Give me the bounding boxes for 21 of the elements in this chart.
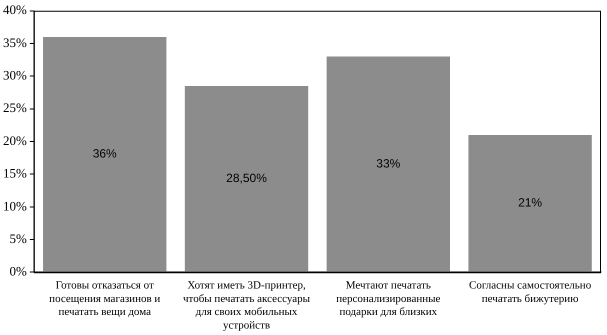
y-tick-label: 15%	[2, 166, 27, 181]
bar	[468, 134, 592, 272]
y-tick-label: 10%	[2, 198, 27, 214]
x-tick-label: Готовы отказаться от посещения магазинов и печатать вещи дома	[49, 280, 160, 318]
y-tick-label: 40%	[2, 2, 27, 18]
y-tick-label: 35%	[2, 34, 27, 50]
y-tick-label: 30%	[2, 68, 27, 83]
bar	[184, 86, 308, 272]
x-tick-label: Хотят иметь 3D-принтер, чтобы печатать аксессуары для своих мобильных устройств	[182, 280, 311, 332]
y-tick-label: 25%	[2, 100, 27, 116]
x-tick-label: Согласны самостоятельно печатать бижутерию	[469, 280, 592, 305]
y-tick-label: 0%	[9, 264, 27, 279]
data-label: 28,50%	[226, 171, 268, 186]
data-label: 21%	[518, 196, 542, 210]
bar	[43, 36, 166, 272]
bar	[326, 56, 450, 272]
y-tick-label: 20%	[2, 132, 27, 148]
data-label: 36%	[92, 146, 118, 161]
x-tick-label: Мечтают печатать персонализированные подарки для близких	[336, 280, 440, 318]
data-label: 33%	[376, 156, 401, 170]
y-tick-label: 5%	[9, 230, 27, 246]
